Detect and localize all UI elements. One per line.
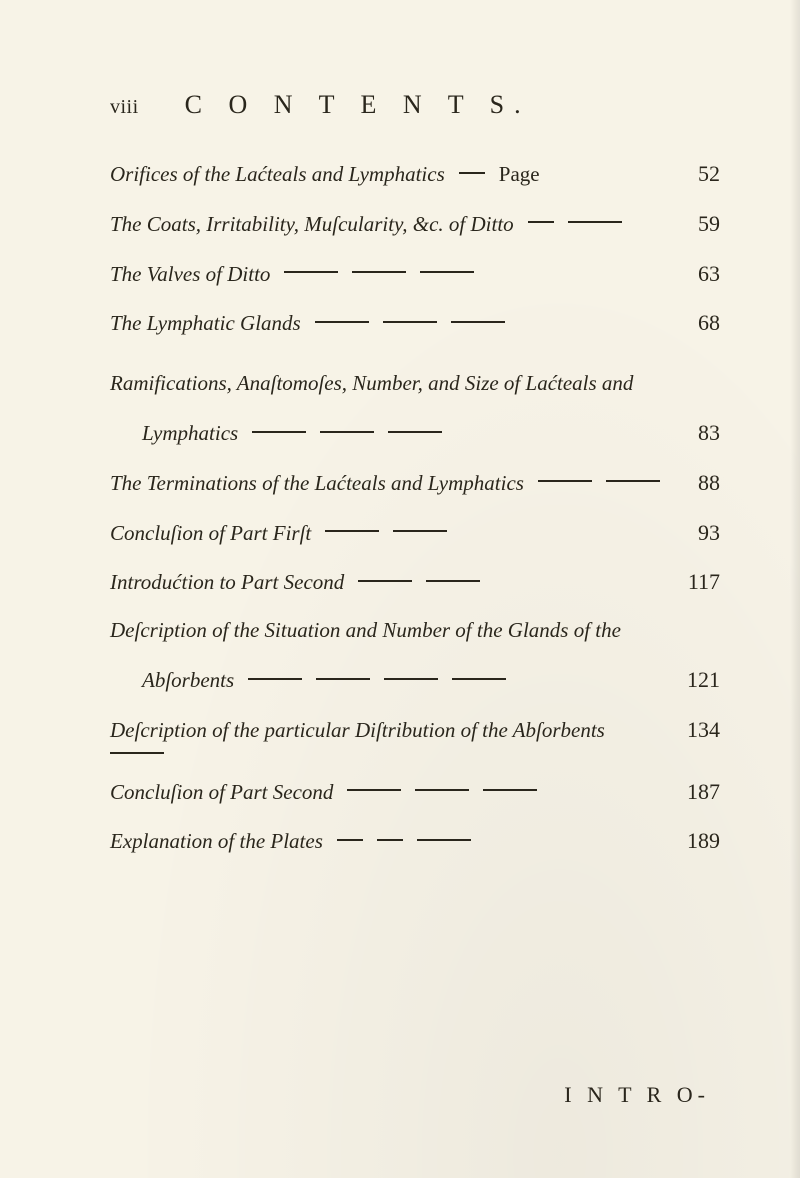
toc-entry: The Terminations of the Laćteals and Lym… bbox=[110, 463, 720, 503]
toc-entry-title: The Coats, Irritability, Muſcularity, &c… bbox=[110, 206, 664, 244]
toc-entry-page: 93 bbox=[676, 513, 720, 553]
catchword: I N T R O- bbox=[564, 1082, 710, 1108]
toc-entry: Orifices of the Laćteals and Lymphatics P… bbox=[110, 154, 720, 194]
toc-entry-title: Abſorbents bbox=[142, 662, 664, 700]
toc-entry-page: 134 bbox=[676, 710, 720, 750]
toc-entry-title: Concluſion of Part Firſt bbox=[110, 515, 664, 553]
toc-entry-text: Concluſion of Part Firſt bbox=[110, 515, 311, 553]
toc-entry-text: Deſcription of the particular Diſtributi… bbox=[110, 712, 605, 750]
leader-dash bbox=[415, 789, 469, 791]
toc-entry-title: Introdućtion to Part Second bbox=[110, 564, 664, 602]
toc-entry-page: 68 bbox=[676, 303, 720, 343]
leader-dash bbox=[377, 839, 403, 841]
leader-dash bbox=[320, 431, 374, 433]
toc-entry-title: Lymphatics bbox=[142, 415, 664, 453]
page-label: Page bbox=[499, 156, 540, 194]
toc-entry-page: 88 bbox=[676, 463, 720, 503]
toc-entry: The Lymphatic Glands 68 bbox=[110, 303, 720, 343]
toc-entry: The Coats, Irritability, Muſcularity, &c… bbox=[110, 204, 720, 244]
leader-dash bbox=[358, 580, 412, 582]
toc-entry-page: 63 bbox=[676, 254, 720, 294]
toc-entry-title: The Valves of Ditto bbox=[110, 256, 664, 294]
toc-entry-title: Concluſion of Part Second bbox=[110, 774, 664, 812]
leader-dash bbox=[393, 530, 447, 532]
toc-entry-title: Orifices of the Laćteals and Lymphatics P… bbox=[110, 156, 664, 194]
toc-entry-text: Introdućtion to Part Second bbox=[110, 564, 344, 602]
toc-entry-text: Deſcription of the Situation and Number … bbox=[110, 612, 621, 650]
toc-entry: Lymphatics 83 bbox=[110, 413, 720, 453]
toc-entry-text: Explanation of the Plates bbox=[110, 823, 323, 861]
toc-entry-text: Abſorbents bbox=[142, 662, 234, 700]
toc-entry: Concluſion of Part Second 187 bbox=[110, 772, 720, 812]
leader-dash bbox=[417, 839, 471, 841]
toc-entry-title: The Terminations of the Laćteals and Lym… bbox=[110, 465, 664, 503]
leader-dash bbox=[248, 678, 302, 680]
toc-entry-title: Deſcription of the Situation and Number … bbox=[110, 612, 664, 650]
table-of-contents: Orifices of the Laćteals and Lymphatics P… bbox=[110, 154, 720, 861]
leader-dash bbox=[315, 321, 369, 323]
leader-dash bbox=[110, 752, 164, 754]
toc-entry-page: 52 bbox=[676, 154, 720, 194]
toc-entry-text: Ramifications, Anaſtomoſes, Number, and … bbox=[110, 365, 633, 403]
toc-entry-title: Ramifications, Anaſtomoſes, Number, and … bbox=[110, 365, 664, 403]
leader-dash bbox=[337, 839, 363, 841]
toc-entry-page: 117 bbox=[676, 562, 720, 602]
leader-dash bbox=[420, 271, 474, 273]
leader-dash bbox=[325, 530, 379, 532]
page: viii C O N T E N T S. Orifices of the La… bbox=[0, 0, 800, 1178]
toc-entry-text: The Valves of Ditto bbox=[110, 256, 270, 294]
toc-entry-page: 59 bbox=[676, 204, 720, 244]
leader-dash bbox=[606, 480, 660, 482]
toc-entry: Deſcription of the Situation and Number … bbox=[110, 612, 720, 650]
leader-dash bbox=[383, 321, 437, 323]
toc-entry-text: Orifices of the Laćteals and Lymphatics bbox=[110, 156, 445, 194]
toc-entry-text: The Terminations of the Laćteals and Lym… bbox=[110, 465, 524, 503]
toc-entry-page: 83 bbox=[676, 413, 720, 453]
toc-entry-text: The Coats, Irritability, Muſcularity, &c… bbox=[110, 206, 514, 244]
leader-dash bbox=[452, 678, 506, 680]
toc-entry: Explanation of the Plates 189 bbox=[110, 821, 720, 861]
toc-entry: Deſcription of the particular Diſtributi… bbox=[110, 710, 720, 762]
toc-entry: Concluſion of Part Firſt 93 bbox=[110, 513, 720, 553]
toc-entry-text: Lymphatics bbox=[142, 415, 238, 453]
leader-dash bbox=[568, 221, 622, 223]
toc-entry: Ramifications, Anaſtomoſes, Number, and … bbox=[110, 365, 720, 403]
toc-entry-title: The Lymphatic Glands bbox=[110, 305, 664, 343]
leader-dash bbox=[426, 580, 480, 582]
toc-entry-title: Deſcription of the particular Diſtributi… bbox=[110, 712, 664, 762]
toc-entry: The Valves of Ditto 63 bbox=[110, 254, 720, 294]
toc-entry-page: 189 bbox=[676, 821, 720, 861]
head-title: C O N T E N T S. bbox=[185, 90, 531, 120]
leader-dash bbox=[451, 321, 505, 323]
leader-dash bbox=[384, 678, 438, 680]
leader-dash bbox=[352, 271, 406, 273]
leader-dash bbox=[528, 221, 554, 223]
running-head: viii C O N T E N T S. bbox=[110, 90, 720, 120]
leader-dash bbox=[316, 678, 370, 680]
toc-entry-text: Concluſion of Part Second bbox=[110, 774, 333, 812]
toc-entry: Abſorbents 121 bbox=[110, 660, 720, 700]
leader-dash bbox=[483, 789, 537, 791]
leader-dash bbox=[284, 271, 338, 273]
toc-entry-title: Explanation of the Plates bbox=[110, 823, 664, 861]
leader-dash bbox=[388, 431, 442, 433]
toc-entry-text: The Lymphatic Glands bbox=[110, 305, 301, 343]
toc-entry-page: 121 bbox=[676, 660, 720, 700]
folio: viii bbox=[110, 96, 139, 119]
toc-entry-page: 187 bbox=[676, 772, 720, 812]
leader-dash bbox=[538, 480, 592, 482]
leader-dash bbox=[252, 431, 306, 433]
leader-dash bbox=[459, 172, 485, 174]
leader-dash bbox=[347, 789, 401, 791]
toc-entry: Introdućtion to Part Second 117 bbox=[110, 562, 720, 602]
